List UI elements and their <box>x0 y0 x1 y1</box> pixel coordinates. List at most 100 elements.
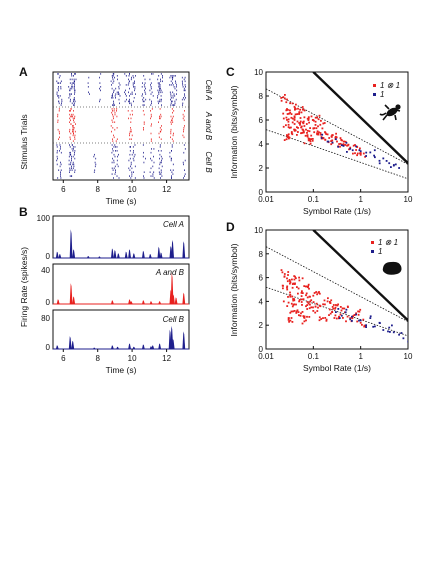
raster-spike <box>56 150 58 152</box>
point-blue <box>369 317 372 319</box>
point-red <box>285 116 288 119</box>
point-red <box>307 283 310 286</box>
point-blue <box>390 166 392 168</box>
point-red <box>281 271 284 274</box>
point-red <box>297 107 299 110</box>
point-blue <box>346 151 348 153</box>
raster-spike <box>72 163 74 166</box>
raster-spike <box>161 165 163 168</box>
psth-peak <box>158 343 162 349</box>
raster-spike <box>170 132 172 135</box>
point-red <box>282 125 285 128</box>
raster-spike <box>72 125 73 127</box>
point-blue <box>345 141 348 144</box>
raster-spike <box>60 177 62 179</box>
panel-letter-a: A <box>19 65 28 79</box>
raster-spike <box>171 75 173 77</box>
point-red <box>317 306 319 309</box>
raster-spike <box>114 155 116 158</box>
raster-spike <box>157 97 158 99</box>
legend-marker-blue <box>371 250 374 253</box>
point-red <box>315 302 318 305</box>
panel-d-xlabel: Symbol Rate (1/s) <box>303 363 371 373</box>
panel-d-yticks: 0 2 4 6 8 10 <box>254 226 269 354</box>
raster-spike <box>143 100 145 103</box>
raster-spike <box>152 165 154 168</box>
point-blue <box>379 322 381 324</box>
raster-spike <box>111 75 113 77</box>
raster-spike <box>171 150 172 152</box>
raster-spike <box>59 150 60 152</box>
raster-spike <box>173 104 174 106</box>
raster-spike <box>114 173 116 175</box>
point-red <box>299 123 301 126</box>
raster-spike <box>145 157 146 160</box>
raster-spike <box>124 100 126 103</box>
raster-spike <box>170 159 172 162</box>
panel-c-xticks: 0.01 0.1 1 10 <box>258 189 413 204</box>
raster-spike <box>142 155 144 158</box>
raster-spike <box>160 171 162 173</box>
raster-spike <box>132 113 133 116</box>
raster-spike <box>159 127 161 129</box>
raster-spike <box>58 169 60 171</box>
point-blue <box>344 311 347 314</box>
panel-c-ylabel: Information (bits/symbol) <box>229 85 239 178</box>
point-red <box>354 152 356 155</box>
raster-spike <box>70 161 72 164</box>
point-blue <box>369 151 372 154</box>
raster-spike <box>112 157 113 160</box>
point-blue <box>382 157 385 160</box>
raster-spike <box>130 163 132 166</box>
point-red <box>326 133 329 136</box>
point-red <box>334 306 337 309</box>
raster-spike <box>159 173 161 175</box>
point-red <box>289 311 292 314</box>
point-red <box>306 132 308 134</box>
point-red <box>303 285 306 287</box>
raster-spike <box>130 165 131 168</box>
raster-spike <box>59 165 61 168</box>
raster-spike <box>113 153 115 156</box>
panel-b-xlabel: Time (s) <box>106 365 137 375</box>
point-red <box>343 307 346 310</box>
raster-spike <box>143 123 145 125</box>
raster-spike <box>113 91 114 94</box>
point-blue <box>372 325 375 328</box>
point-red <box>293 275 296 277</box>
point-red <box>291 102 294 105</box>
raster-spike <box>99 76 100 79</box>
raster-spike <box>183 89 185 92</box>
point-red <box>286 285 289 288</box>
raster-spike <box>160 150 162 152</box>
raster-spike <box>71 175 72 177</box>
raster-spike <box>170 121 172 123</box>
raster-spike <box>170 84 172 86</box>
raster-spike <box>172 95 174 97</box>
raster-spike <box>182 82 183 84</box>
raster-spike <box>56 93 58 95</box>
point-red <box>283 275 286 278</box>
point-red <box>286 286 288 289</box>
raster-spike <box>73 148 74 150</box>
raster-spike <box>185 97 186 99</box>
point-red <box>293 128 295 131</box>
subpanel-ymax: 40 <box>41 266 50 275</box>
raster-spike <box>183 127 185 129</box>
point-blue <box>337 145 340 148</box>
raster-spike <box>74 89 76 92</box>
psth-peak <box>132 346 136 349</box>
raster-spike <box>184 175 185 177</box>
point-red <box>289 102 291 105</box>
raster-spike <box>150 86 152 88</box>
psth-peak <box>142 300 145 304</box>
point-blue <box>388 162 391 165</box>
raster-spike <box>183 144 185 146</box>
raster-spike <box>142 100 144 103</box>
raster-spike <box>142 104 144 106</box>
psth-peak <box>157 246 161 258</box>
raster-spike <box>160 73 162 75</box>
raster-spike <box>72 146 74 148</box>
panel-c-xlabel: Symbol Rate (1/s) <box>303 206 371 216</box>
point-red <box>287 137 290 140</box>
